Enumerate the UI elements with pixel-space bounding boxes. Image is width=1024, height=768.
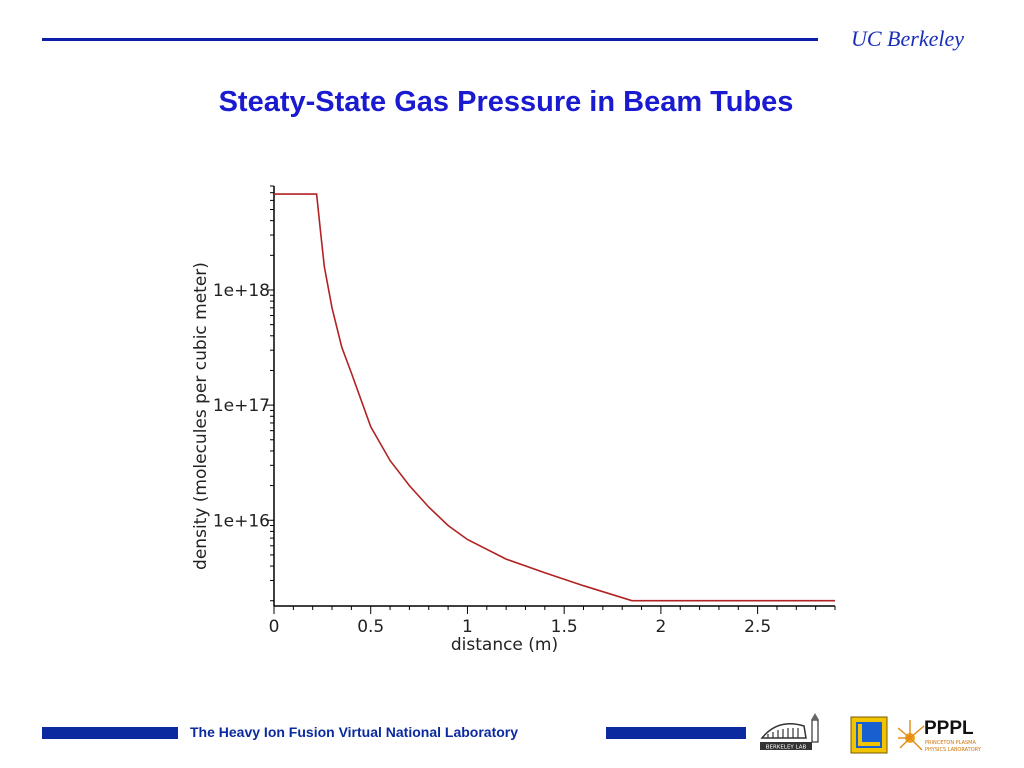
y-minor-ticks xyxy=(266,185,274,602)
lbl-logo-text: BERKELEY LAB xyxy=(766,745,807,751)
brand-label: UC Berkeley xyxy=(851,26,964,51)
y-tick-label: 1e+18 xyxy=(213,281,270,301)
density-chart: 1e+16 1e+17 1e+18 0 0.5 1 1.5 2 2.5 distance (m)… xyxy=(191,185,836,655)
x-tick-label: 2 xyxy=(655,617,666,637)
footer-bar-left xyxy=(42,727,178,739)
footer-text: The Heavy Ion Fusion Virtual National La… xyxy=(190,724,519,740)
x-tick-label: 0.5 xyxy=(357,617,384,637)
square-emblem-logo xyxy=(850,716,888,754)
pppl-logo: PPPL PRINCETON PLASMA PHYSICS LABORATORY xyxy=(898,718,982,753)
x-axis-label: distance (m) xyxy=(451,635,558,655)
footer-bar-right xyxy=(606,727,746,739)
pppl-sub-2: PHYSICS LABORATORY xyxy=(925,747,982,753)
x-tick-label: 1.5 xyxy=(551,617,578,637)
berkeley-lab-logo: BERKELEY LAB xyxy=(760,713,819,751)
x-tick-label: 2.5 xyxy=(744,617,771,637)
y-tick-label: 1e+16 xyxy=(213,511,270,531)
pppl-logo-text: PPPL xyxy=(924,718,974,739)
slide-title: Steaty-State Gas Pressure in Beam Tubes xyxy=(218,86,794,118)
axis-ticks: 1e+16 1e+17 1e+18 0 0.5 1 1.5 2 2.5 xyxy=(213,281,836,637)
pppl-sub-1: PRINCETON PLASMA xyxy=(925,740,976,746)
y-tick-label: 1e+17 xyxy=(213,396,270,416)
x-tick-label: 1 xyxy=(462,617,473,637)
density-series-line xyxy=(274,193,835,602)
header-rule xyxy=(42,38,818,41)
y-axis-label: density (molecules per cubic meter) xyxy=(191,262,211,570)
x-tick-label: 0 xyxy=(269,617,280,637)
